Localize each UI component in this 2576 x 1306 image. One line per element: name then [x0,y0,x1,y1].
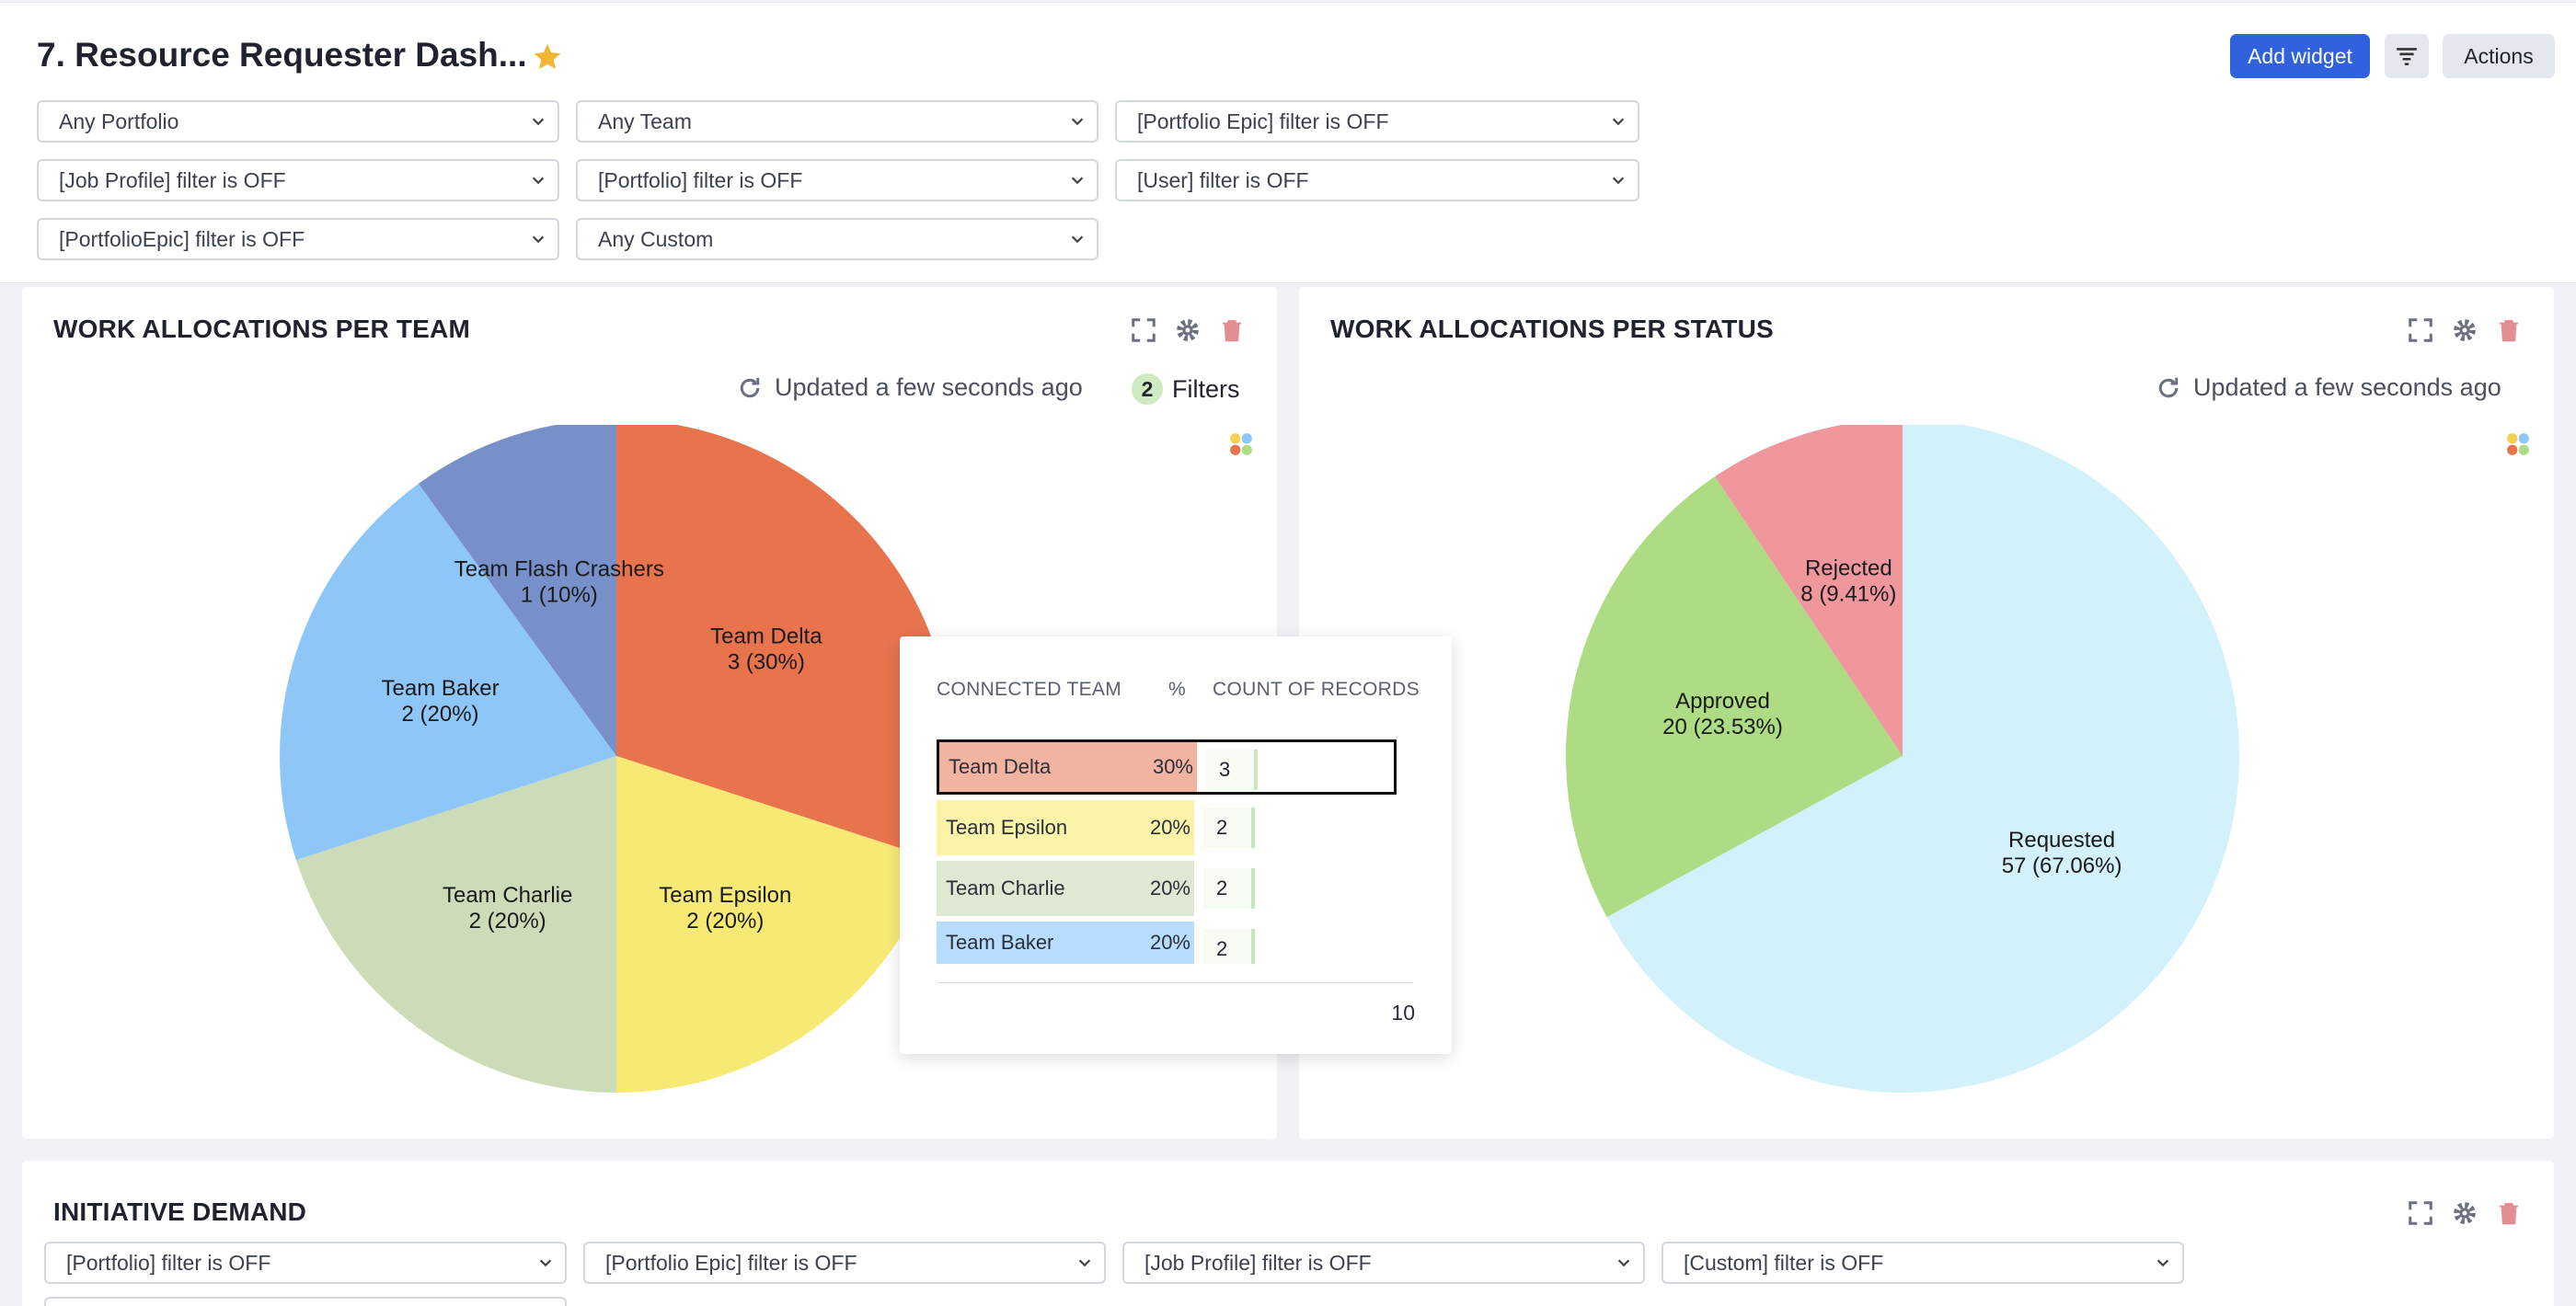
tooltip-row: Team Charlie 20% 2 [937,861,1397,916]
tooltip-row: Team Baker 20% 2 [937,922,1397,964]
dashboard-title: 7. Resource Requester Dash... [37,36,527,74]
actions-button[interactable]: Actions [2443,34,2555,78]
tooltip-pct: 30% [1152,755,1193,778]
updated-status: Updated a few seconds ago [2155,373,2501,402]
gear-icon[interactable] [1174,316,1202,344]
chevron-down-icon [532,118,545,126]
tooltip-team-name: Team Delta 30% [939,742,1197,792]
pie-slice-team-baker[interactable] [280,483,616,861]
pie-label: Team Flash Crashers 1 (10%) [454,557,664,608]
updated-status: Updated a few seconds ago [736,373,1083,402]
favorite-star-icon[interactable] [532,41,563,73]
trash-icon[interactable] [1218,316,1246,344]
trash-icon[interactable] [2495,316,2523,344]
pie-label: Rejected 8 (9.41%) [1800,556,1896,606]
filter-user-select[interactable]: [User] filter is OFF [1115,159,1639,201]
tooltip-count: 2 [1203,929,1255,964]
pie-slice-approved[interactable] [1566,476,1903,918]
tooltip-col-count: COUNT OF RECORDS [1213,679,1420,700]
panel-title: INITIATIVE DEMAND [53,1197,307,1226]
tooltip-divider [937,982,1413,983]
add-widget-button[interactable]: Add widget [2230,34,2370,78]
tooltip-total: 10 [1391,1001,1415,1025]
tooltip-pct: 20% [1149,876,1190,899]
pie-slice-rejected[interactable] [1714,425,1903,756]
panel-title: WORK ALLOCATIONS PER STATUS [1330,315,1774,343]
tooltip-pct: 20% [1149,931,1190,954]
pie-chart-team: Team Delta 3 (30%) Team Epsilon 2 (20%) Team… [280,425,953,1093]
filter-funnel-button[interactable] [2385,34,2429,78]
chevron-down-icon [1071,118,1084,126]
chevron-down-icon [1612,177,1625,185]
tooltip-row: Team Epsilon 20% 2 [937,800,1397,855]
chevron-down-icon [1617,1259,1630,1267]
filter-portfolio-select[interactable]: Any Portfolio [37,100,559,143]
filters-count: 2 [1132,373,1163,405]
gear-icon[interactable] [2451,316,2478,344]
refresh-icon[interactable] [736,374,764,402]
tooltip-team-name: Team Epsilon 20% [937,800,1194,855]
chevron-down-icon [1078,1259,1091,1267]
chevron-down-icon [1071,177,1084,185]
pie-label: Team Baker 2 (20%) [382,676,500,727]
filter-portfolioepic-select[interactable]: [PortfolioEpic] filter is OFF [37,218,559,260]
filter-team-select[interactable]: Any Team [576,100,1098,143]
chevron-down-icon [539,1259,552,1267]
pie-slice-team-epsilon[interactable] [616,756,937,1093]
initiative-filter-portfolio-epic[interactable]: [Portfolio Epic] filter is OFF [583,1242,1106,1284]
chevron-down-icon [532,177,545,185]
filters-badge[interactable]: 2 Filters [1132,373,1240,405]
filters-label: Filters [1172,374,1240,403]
filter-portfolio-epic-select[interactable]: [Portfolio Epic] filter is OFF [1115,100,1639,143]
trash-icon[interactable] [2495,1199,2523,1227]
initiative-filter-job-profile[interactable]: [Job Profile] filter is OFF [1122,1242,1645,1284]
gear-icon[interactable] [2451,1199,2478,1227]
tooltip-count: 2 [1203,808,1255,848]
tooltip-pct: 20% [1149,816,1190,839]
pie-label: Team Charlie 2 (20%) [443,883,572,934]
chevron-down-icon [1612,118,1625,126]
pie-slice-team-charlie[interactable] [295,756,616,1093]
fullscreen-icon[interactable] [2407,1199,2434,1227]
chevron-down-icon [2156,1259,2169,1267]
tooltip-row: Team Delta 30% 3 [937,739,1397,795]
tooltip-count: 3 [1206,750,1258,790]
fullscreen-icon[interactable] [2407,316,2434,344]
panel-work-allocations-status: WORK ALLOCATIONS PER STATUS Updated a fe… [1299,287,2554,1139]
tooltip-col-pct: % [1168,679,1186,700]
initiative-filter-portfolio[interactable]: [Portfolio] filter is OFF [44,1242,567,1284]
pie-chart-status: Requested 57 (67.06%) Approved 20 (23.53%) R… [1566,425,2239,1093]
initiative-filter-custom[interactable]: [Custom] filter is OFF [1662,1242,2184,1284]
pie-label: Team Delta 3 (30%) [710,624,822,675]
pie-slice-requested[interactable] [1606,425,2239,1093]
tooltip-count: 2 [1203,868,1255,909]
pie-label: Approved 20 (23.53%) [1662,689,1783,739]
initiative-filter-extra[interactable] [44,1297,567,1306]
chart-tooltip: CONNECTED TEAM % COUNT OF RECORDS Team D… [900,636,1452,1054]
chevron-down-icon [1071,235,1084,244]
dashboard-header: 7. Resource Requester Dash... Add widget… [0,2,2576,283]
pie-slice-team-delta[interactable] [616,425,953,861]
tooltip-col-team: CONNECTED TEAM [937,679,1121,700]
filter-custom-select[interactable]: Any Custom [576,218,1098,260]
filter-job-profile-select[interactable]: [Job Profile] filter is OFF [37,159,559,201]
palette-icon[interactable] [1227,430,1255,458]
refresh-icon[interactable] [2155,374,2182,402]
filter-portfolio-off-select[interactable]: [Portfolio] filter is OFF [576,159,1098,201]
pie-slice-team-flash-crashers[interactable] [418,425,616,756]
pie-label: Requested 57 (67.06%) [2002,828,2122,878]
palette-icon[interactable] [2504,430,2532,458]
tooltip-team-name: Team Charlie 20% [937,861,1194,916]
tooltip-team-name: Team Baker 20% [937,922,1194,964]
panel-initiative-demand: INITIATIVE DEMAND [Portfolio] filter is … [22,1161,2554,1306]
chevron-down-icon [532,235,545,244]
pie-label: Team Epsilon 2 (20%) [659,883,791,934]
funnel-icon [2396,48,2418,65]
panel-title: WORK ALLOCATIONS PER TEAM [53,315,470,343]
fullscreen-icon[interactable] [1130,316,1157,344]
